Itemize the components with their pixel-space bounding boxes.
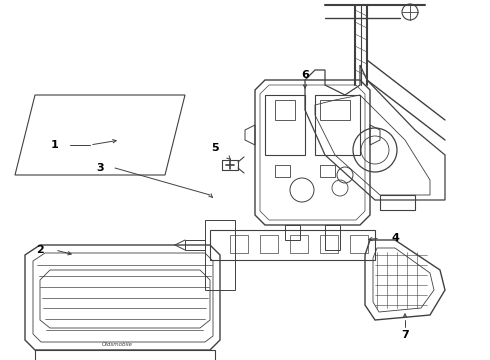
- Bar: [260, 235, 278, 253]
- Bar: [320, 100, 350, 120]
- Text: 6: 6: [301, 70, 309, 80]
- Text: Oldsmobile: Oldsmobile: [101, 342, 132, 347]
- Bar: [230, 235, 248, 253]
- Text: 1: 1: [51, 140, 59, 150]
- Bar: [350, 235, 368, 253]
- Bar: [320, 165, 335, 177]
- Text: 3: 3: [96, 163, 104, 173]
- Bar: [320, 235, 338, 253]
- Bar: [265, 95, 305, 155]
- Bar: [290, 235, 308, 253]
- Text: 4: 4: [391, 233, 399, 243]
- Bar: [315, 95, 360, 155]
- Bar: [275, 100, 295, 120]
- Text: 5: 5: [211, 143, 219, 153]
- Text: 2: 2: [36, 245, 44, 255]
- Bar: [275, 165, 290, 177]
- Text: 7: 7: [401, 330, 409, 340]
